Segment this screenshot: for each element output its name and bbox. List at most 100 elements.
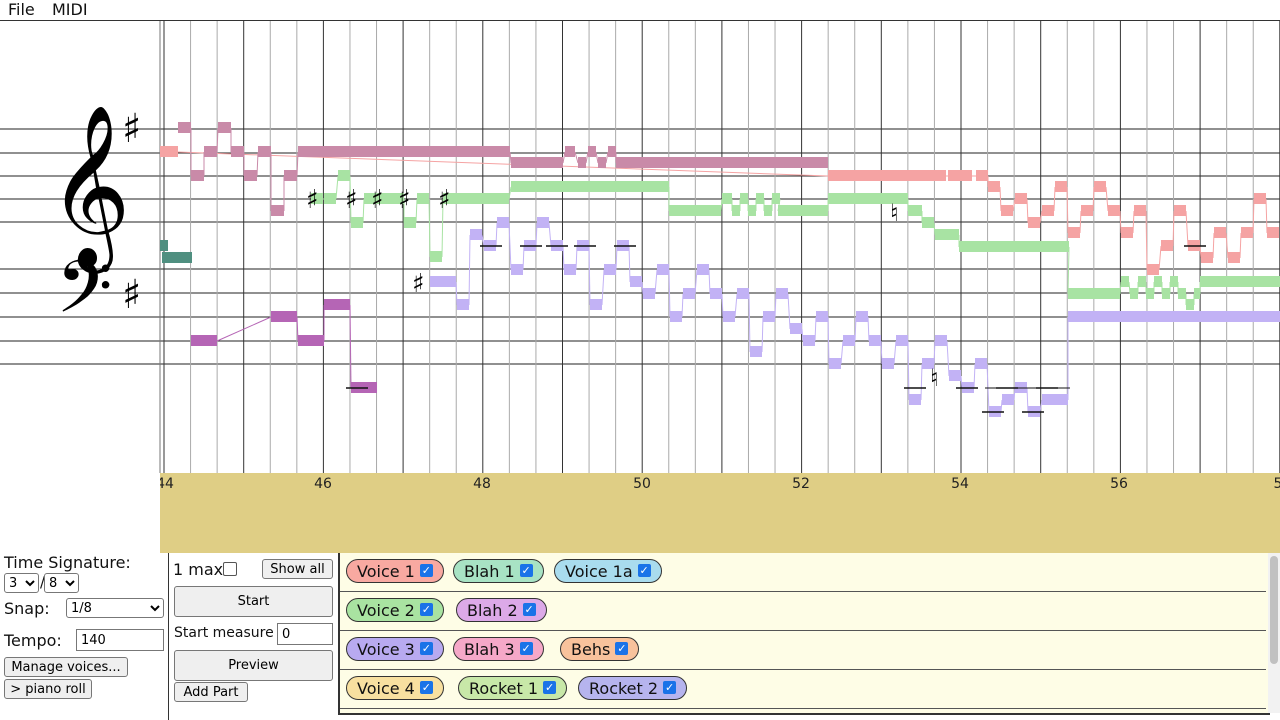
voice3-note	[710, 288, 722, 299]
voice-chip[interactable]: Rocket 1 ✓	[458, 676, 568, 700]
voice-chip[interactable]: Behs ✓	[560, 637, 640, 661]
voice-row: Voice 2 ✓ Blah 2 ✓	[340, 592, 1266, 631]
one-max-checkbox[interactable]	[223, 562, 237, 576]
note-connector	[1239, 232, 1242, 259]
note-connector	[946, 340, 950, 377]
manage-voices-button[interactable]: Manage voices...	[4, 657, 128, 677]
voice1-note	[1121, 227, 1133, 238]
voice-visible-checkbox[interactable]: ✓	[615, 642, 629, 655]
voice2-note	[959, 241, 1069, 252]
scroll-thumb[interactable]	[1270, 556, 1278, 664]
note-connector	[907, 340, 910, 401]
voice1-note	[1134, 205, 1146, 216]
voice3-note	[790, 323, 802, 334]
voice2-note	[756, 193, 764, 204]
menu-file[interactable]: File	[8, 0, 35, 19]
voice-chip-label: Voice 1a	[565, 562, 633, 581]
voice3-note	[657, 264, 669, 275]
menu-midi[interactable]: MIDI	[52, 0, 88, 19]
voice3-note	[697, 264, 709, 275]
ts-denominator-select[interactable]: 8	[44, 573, 79, 593]
voice-chip[interactable]: Voice 4 ✓	[346, 676, 444, 700]
note-connector	[1158, 245, 1162, 271]
blah1-note	[231, 146, 244, 157]
voice2-note	[732, 205, 740, 216]
voice3-note	[843, 335, 855, 346]
voice3-note	[670, 311, 682, 322]
voice-chip[interactable]: Blah 2 ✓	[456, 598, 547, 622]
voice1-note	[1267, 227, 1279, 238]
voice2-note	[324, 193, 336, 204]
blah2-note	[191, 335, 217, 346]
voice-visible-checkbox[interactable]: ✓	[419, 642, 433, 655]
voice1-note	[1254, 193, 1266, 204]
voice2-note	[669, 205, 721, 216]
piano-roll-button[interactable]: > piano roll	[4, 679, 92, 699]
voice3-note	[643, 288, 655, 299]
voice3-note	[829, 358, 841, 369]
start-measure-input[interactable]	[277, 623, 333, 645]
tempo-input[interactable]	[76, 629, 164, 651]
voice-visible-checkbox[interactable]: ✓	[419, 681, 433, 694]
voice-list-scrollbar[interactable]	[1268, 553, 1280, 713]
add-part-button[interactable]: Add Part	[174, 682, 248, 702]
voice3-note	[511, 264, 523, 275]
measure-label: 48	[473, 476, 491, 492]
start-button[interactable]: Start	[174, 586, 333, 617]
voice-visible-checkbox[interactable]: ✓	[663, 681, 677, 694]
note-connector	[588, 245, 591, 306]
voice-chip[interactable]: Blah 1 ✓	[453, 559, 544, 583]
voice-visible-checkbox[interactable]: ✓	[419, 564, 433, 577]
note-connector	[522, 245, 525, 271]
measure-label: 46	[314, 476, 332, 492]
blah1-note	[298, 146, 510, 157]
measure-label: 50	[633, 476, 651, 492]
voice-chip[interactable]: Voice 2 ✓	[346, 598, 444, 622]
blah1-note	[511, 157, 563, 168]
note-connector	[1053, 186, 1056, 212]
blah1-note	[608, 146, 616, 157]
voice-chip[interactable]: Voice 1 ✓	[346, 559, 444, 583]
voice-chip-label: Voice 3	[357, 640, 415, 659]
voice-visible-checkbox[interactable]: ✓	[519, 642, 533, 655]
voice-visible-checkbox[interactable]: ✓	[543, 681, 557, 694]
voice2-note	[404, 217, 416, 228]
ts-numerator-select[interactable]: 3	[4, 573, 39, 593]
sharp-accidental: ♯	[345, 185, 358, 215]
voice1-note	[1174, 205, 1186, 216]
blah1-note	[588, 146, 596, 157]
voice3-note	[763, 311, 775, 322]
measure-label: 44	[160, 476, 174, 492]
voice-row: Voice 4 ✓ Rocket 1 ✓ Rocket 2 ✓	[340, 670, 1266, 709]
note-connector	[562, 245, 565, 271]
voice-visible-checkbox[interactable]: ✓	[519, 564, 533, 577]
measure-ruler[interactable]: 44 46 48 50 52 54 56 5	[160, 473, 1280, 553]
voice-visible-checkbox[interactable]: ✓	[637, 564, 651, 577]
voice-chip[interactable]: Blah 3 ✓	[453, 637, 544, 661]
voice2-note	[828, 193, 908, 204]
voice1-note	[1201, 252, 1213, 263]
note-connector	[654, 269, 658, 295]
voice1-note	[1028, 217, 1040, 228]
note-connector	[595, 151, 599, 164]
note-connector	[1012, 198, 1016, 212]
voice-chip[interactable]: Voice 1a ✓	[554, 559, 662, 583]
voice-visible-checkbox[interactable]: ✓	[522, 603, 536, 616]
snap-select[interactable]: 1/8	[66, 598, 164, 618]
voice-chip[interactable]: Rocket 2 ✓	[578, 676, 688, 700]
key-sharp-treble: ♯	[122, 106, 141, 152]
voice-visible-checkbox[interactable]: ✓	[419, 603, 433, 616]
blah1-note	[191, 170, 204, 181]
show-all-button[interactable]: Show all	[262, 559, 333, 579]
voice-chip[interactable]: Voice 3 ✓	[346, 637, 444, 661]
note-connector	[721, 293, 724, 318]
score-canvas[interactable]: 𝄞 𝄢 ♯ ♯ ♯ ♯ ♯ ♯ ♯ ♯ ♮ ♮	[0, 21, 1280, 473]
voice3-note	[723, 311, 735, 322]
blah1-note	[178, 122, 191, 133]
note-connector	[216, 316, 272, 342]
preview-button[interactable]: Preview	[174, 650, 333, 681]
note-connector	[1039, 210, 1043, 224]
voice3-note	[975, 358, 987, 369]
voice2-note	[748, 205, 756, 216]
blah1-note	[598, 157, 606, 168]
